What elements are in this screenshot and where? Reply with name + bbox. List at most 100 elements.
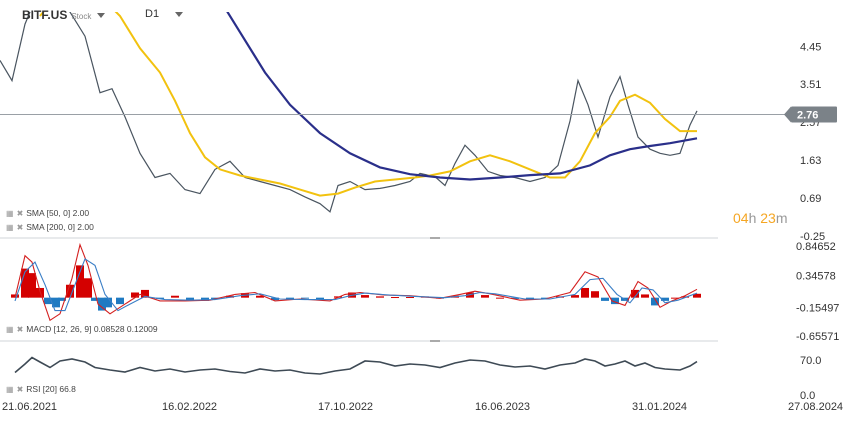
macd-histogram-bar <box>511 297 519 299</box>
countdown-minutes: 23 <box>760 210 776 226</box>
macd-histogram-bar <box>391 297 399 299</box>
remove-indicator-icon[interactable]: ✖ <box>16 222 24 232</box>
macd-histogram-bar <box>316 297 324 300</box>
price-axis-tick: 2.57 <box>800 117 821 129</box>
price-axis-tick: 3.51 <box>800 79 821 91</box>
macd-histogram-bar <box>271 297 279 301</box>
price-axis-tick: 0.69 <box>800 193 821 205</box>
macd-histogram-bar <box>44 297 52 305</box>
price-axis-tick: 4.45 <box>800 41 821 53</box>
macd-histogram-bar <box>84 278 92 298</box>
legend-sma50-text: SMA [50, 0] 2.00 <box>26 208 90 218</box>
macd-histogram-bar <box>286 297 294 299</box>
legend-rsi[interactable]: ▦ ✖ RSI [20] 66.8 <box>6 384 76 394</box>
macd-axis-tick: 0.84652 <box>796 241 836 253</box>
last-price-badge <box>791 106 837 123</box>
asset-type: Stock <box>71 12 92 21</box>
indicator-settings-icon[interactable]: ▦ <box>6 324 14 334</box>
macd-histogram-bar <box>52 297 60 308</box>
date-axis-tick: 27.08.2024 <box>788 401 843 413</box>
date-axis-tick: 16.06.2023 <box>475 401 530 413</box>
panel-resize-handle <box>430 340 440 342</box>
timeframe-label: D1 <box>145 8 160 20</box>
remove-indicator-icon[interactable]: ✖ <box>16 208 24 218</box>
macd-histogram-bar <box>171 295 179 298</box>
last-price-badge-arrow <box>784 106 791 123</box>
macd-histogram-bar <box>301 297 309 299</box>
date-axis-tick: 31.01.2024 <box>632 401 687 413</box>
date-axis-tick: 21.06.2021 <box>2 401 57 413</box>
macd-histogram-bar <box>104 297 112 308</box>
macd-histogram-bar <box>581 287 589 298</box>
panel-resize-handle <box>430 237 440 239</box>
indicator-settings-icon[interactable]: ▦ <box>6 222 14 232</box>
price-axis-tick: 1.63 <box>800 155 821 167</box>
rsi-plot <box>14 356 698 375</box>
legend-macd-text: MACD [12, 26, 9] 0.08528 0.12009 <box>26 324 158 334</box>
rsi-axis-tick: 70.0 <box>800 355 821 367</box>
price-axis-tick: -0.25 <box>800 231 825 243</box>
indicator-settings-icon[interactable]: ▦ <box>6 384 14 394</box>
ticker-symbol: BITF.US <box>22 8 68 22</box>
macd-histogram-bar <box>641 294 649 298</box>
legend-sma200-text: SMA [200, 0] 2.00 <box>26 222 94 232</box>
macd-histogram-bar <box>21 268 29 298</box>
last-price-label: 2.76 <box>797 110 818 122</box>
price-series-line <box>0 12 698 213</box>
macd-histogram-bar <box>611 297 619 305</box>
macd-histogram-bar <box>58 297 66 301</box>
rsi-line <box>14 356 698 375</box>
sma50-line <box>39 12 697 197</box>
legend-macd[interactable]: ▦ ✖ MACD [12, 26, 9] 0.08528 0.12009 <box>6 324 158 334</box>
countdown-hours: 04 <box>733 210 749 226</box>
macd-histogram-bar <box>186 297 194 301</box>
macd-axis-tick: -0.15497 <box>796 303 839 315</box>
date-axis-tick: 16.02.2022 <box>162 401 217 413</box>
macd-histogram-bar <box>496 297 504 299</box>
sma200-line <box>226 12 698 181</box>
candle-countdown: 04h 23m <box>733 210 788 226</box>
timeframe-dropdown-icon[interactable] <box>175 11 184 17</box>
macd-histogram-bar <box>571 295 579 298</box>
macd-histogram-bar <box>116 297 124 305</box>
macd-axis-tick: -0.65571 <box>796 331 839 343</box>
legend-rsi-text: RSI [20] 66.8 <box>26 384 76 394</box>
macd-histogram-bar <box>66 284 74 298</box>
macd-histogram-bar <box>361 295 369 298</box>
toolbar: BITF.US Stock <box>22 8 106 22</box>
remove-indicator-icon[interactable]: ✖ <box>16 324 24 334</box>
macd-histogram-bar <box>28 273 36 298</box>
remove-indicator-icon[interactable]: ✖ <box>16 384 24 394</box>
macd-histogram-bar <box>591 291 599 298</box>
legend-sma200[interactable]: ▦ ✖ SMA [200, 0] 2.00 <box>6 222 94 232</box>
macd-histogram-bar <box>76 265 84 298</box>
macd-plot <box>11 242 701 322</box>
timeframe-selector[interactable]: D1 <box>145 8 184 20</box>
macd-histogram-bar <box>631 289 639 298</box>
macd-histogram-bar <box>141 289 149 298</box>
macd-histogram-bar <box>256 295 264 298</box>
macd-histogram-bar <box>226 295 234 298</box>
macd-signal-line <box>14 258 698 312</box>
indicator-settings-icon[interactable]: ▦ <box>6 208 14 218</box>
macd-histogram-bar <box>661 297 669 301</box>
symbol-dropdown-icon[interactable] <box>97 12 106 18</box>
macd-histogram-bar <box>693 293 701 298</box>
macd-axis-tick: 0.34578 <box>796 270 836 282</box>
legend-sma50[interactable]: ▦ ✖ SMA [50, 0] 2.00 <box>6 208 89 218</box>
macd-histogram-bar <box>201 297 209 301</box>
rsi-axis-tick: 0.0 <box>800 390 815 402</box>
macd-histogram-bar <box>651 297 659 306</box>
macd-histogram-bar <box>211 297 219 299</box>
macd-histogram-bar <box>481 295 489 298</box>
macd-histogram-bar <box>98 297 106 311</box>
macd-histogram-bar <box>91 297 99 301</box>
price-plot <box>0 12 698 213</box>
macd-histogram-bar <box>541 297 549 299</box>
macd-line <box>14 242 698 322</box>
macd-histogram-bar <box>671 297 679 299</box>
date-axis-tick: 17.10.2022 <box>318 401 373 413</box>
macd-histogram-bar <box>376 296 384 298</box>
macd-histogram-bar <box>601 297 609 301</box>
